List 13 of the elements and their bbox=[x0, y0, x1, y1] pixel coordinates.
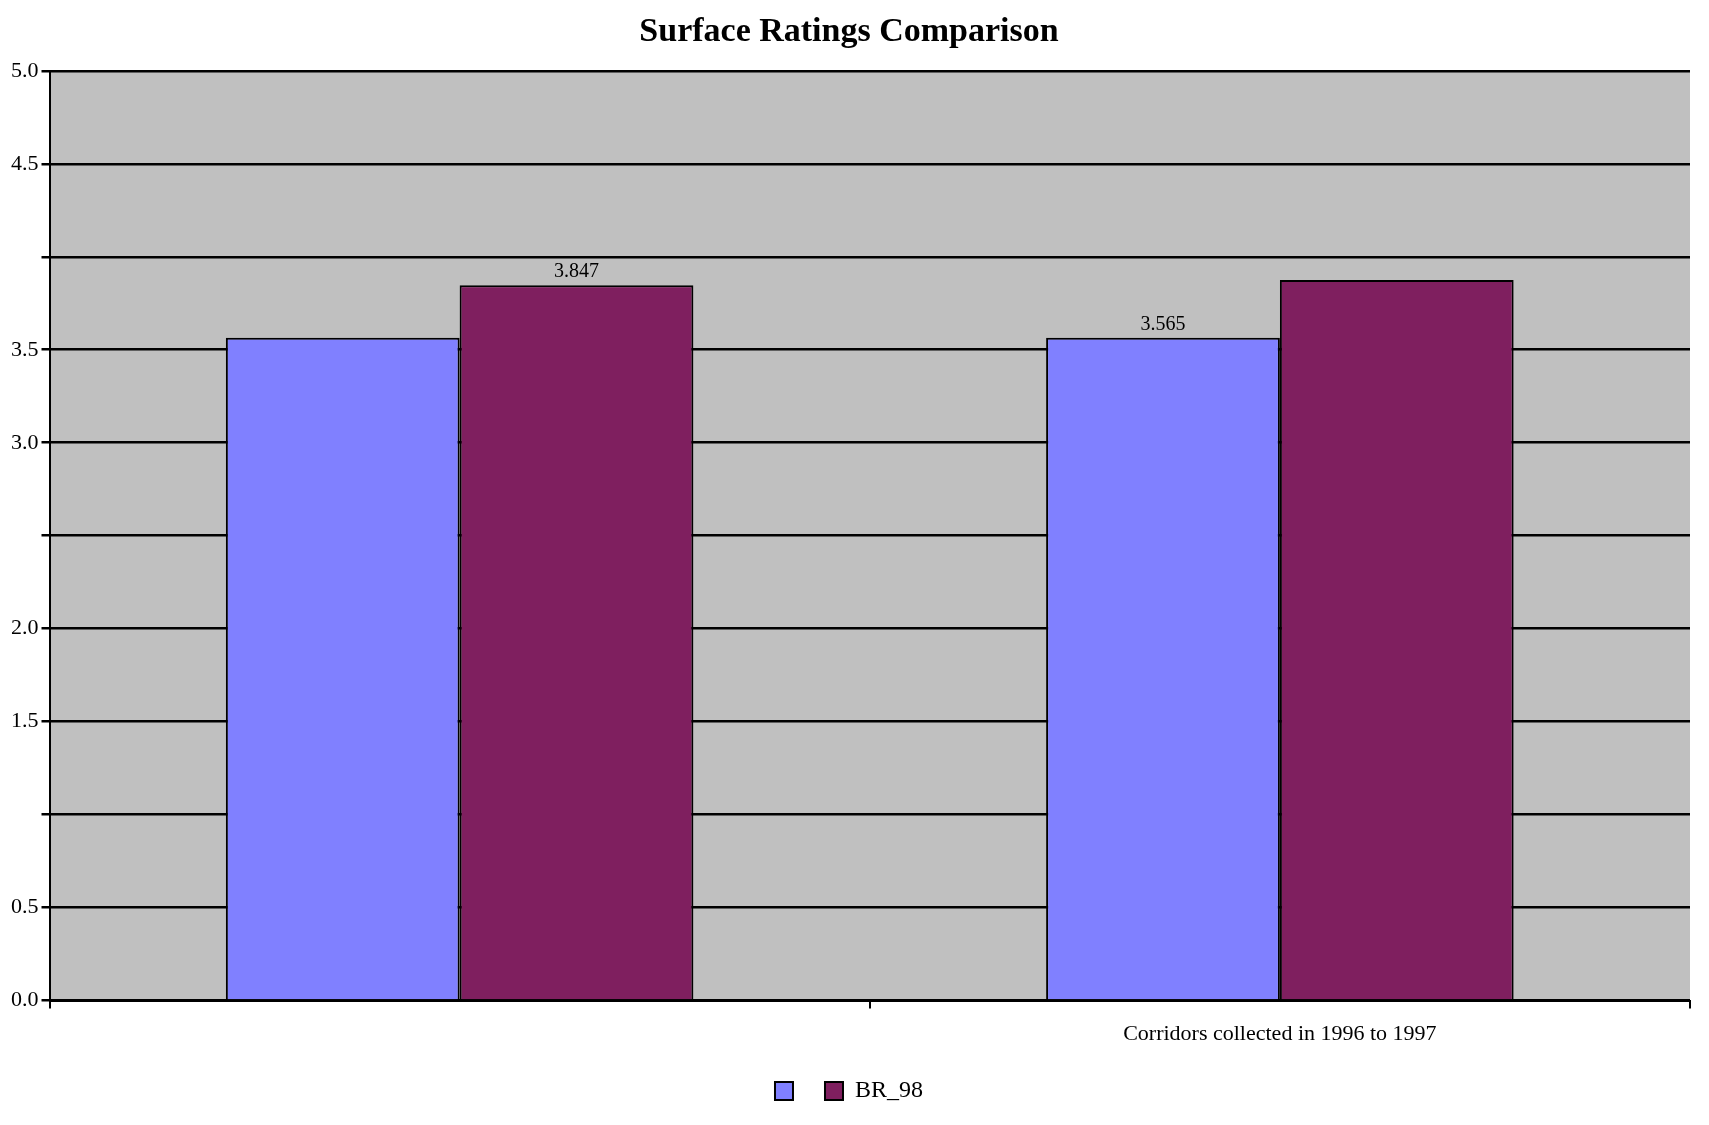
y-tick-label: 4.5 bbox=[11, 149, 39, 175]
data-label: 3.847 bbox=[554, 259, 600, 282]
y-tick-label: 3.0 bbox=[11, 428, 39, 454]
y-tick-label: 1.5 bbox=[11, 707, 39, 733]
chart-title: Surface Ratings Comparison bbox=[639, 11, 1059, 49]
data-label: 3.565 bbox=[1140, 311, 1186, 334]
y-tick-label: 2.0 bbox=[11, 614, 39, 640]
y-tick-label: 3.5 bbox=[11, 335, 39, 361]
y-tick-label: 5.0 bbox=[11, 56, 39, 82]
y-tick-label: 0.0 bbox=[11, 986, 39, 1012]
legend-label: BR_98 bbox=[854, 1076, 924, 1103]
y-tick-label: 0.5 bbox=[11, 893, 39, 919]
x-tick-label: Corridors collected in 1996 to 1997 bbox=[1123, 1019, 1437, 1045]
